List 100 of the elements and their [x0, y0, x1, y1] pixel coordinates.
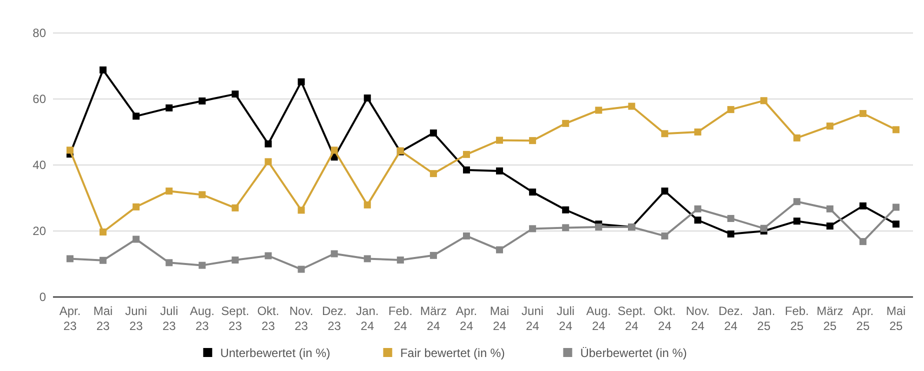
point [562, 224, 570, 232]
point [727, 214, 734, 222]
point [760, 224, 768, 232]
point [364, 201, 371, 208]
point [529, 225, 536, 232]
point [859, 110, 866, 118]
point [462, 166, 470, 174]
x-tick-label: März 25 [816, 304, 844, 333]
point [694, 216, 702, 224]
legend-label: Unterbewertet (in %) [220, 346, 330, 360]
point [298, 266, 305, 273]
point [298, 78, 305, 86]
x-tick-label: Okt. 24 [654, 304, 676, 333]
point [166, 259, 173, 266]
legend-label: Überbewertet (in %) [580, 346, 687, 360]
point [232, 90, 239, 98]
point [892, 126, 900, 134]
x-tick-label: Dez. 23 [322, 304, 347, 333]
point [232, 256, 239, 264]
point [330, 250, 338, 258]
legend-label: Fair bewertet (in %) [400, 346, 505, 360]
point [496, 167, 504, 174]
x-tick-label: Apr. 24 [456, 304, 478, 333]
point [198, 262, 206, 269]
point [661, 130, 668, 138]
point [859, 238, 866, 246]
point [826, 122, 834, 130]
point [694, 205, 702, 212]
point [396, 256, 404, 264]
point [529, 188, 536, 196]
y-tick-label: 40 [32, 158, 46, 172]
point [100, 66, 107, 74]
point [132, 112, 140, 120]
x-tick-label: Sept. 24 [618, 304, 646, 333]
x-tick-label: Mai 24 [490, 304, 510, 333]
y-tick-label: 0 [39, 290, 46, 304]
x-tick-label: Apr. 23 [59, 304, 81, 333]
point [430, 170, 437, 178]
x-tick-label: Nov. 23 [289, 304, 314, 333]
point [264, 140, 272, 148]
point [727, 230, 734, 238]
point [462, 150, 470, 158]
point [496, 246, 504, 254]
point [562, 206, 570, 214]
point [628, 102, 636, 110]
point [298, 206, 305, 214]
y-tick-label: 60 [32, 92, 46, 106]
x-tick-label: März 24 [420, 304, 447, 333]
x-tick-label: Juli 23 [160, 304, 178, 333]
point [100, 228, 107, 236]
point [264, 158, 272, 166]
x-tick-label: Apr. 25 [852, 304, 874, 333]
x-tick-label: Jan. 24 [356, 304, 379, 333]
point [859, 202, 866, 210]
point [330, 146, 338, 154]
x-tick-label: Juni 24 [522, 304, 544, 333]
x-tick-label: Okt. 23 [257, 304, 280, 333]
point [892, 220, 900, 228]
point [132, 236, 140, 243]
point [364, 255, 371, 262]
x-tick-label: Juni 23 [125, 304, 148, 333]
point [793, 198, 800, 206]
point [364, 94, 371, 102]
point [198, 97, 206, 104]
point [727, 106, 734, 114]
point [529, 137, 536, 144]
point [166, 188, 173, 195]
x-tick-label: Feb. 24 [388, 304, 412, 333]
point [793, 134, 800, 142]
point [462, 232, 470, 240]
y-tick-label: 80 [32, 26, 46, 40]
x-tick-label: Aug. 24 [586, 304, 611, 333]
x-tick-label: Dez. 24 [718, 304, 744, 333]
x-tick-label: Nov. 24 [686, 304, 710, 333]
point [892, 204, 900, 211]
point [661, 188, 668, 195]
point [66, 255, 74, 262]
point [694, 128, 702, 136]
point [166, 104, 173, 112]
x-tick-label: Jan. 25 [752, 304, 776, 333]
point [562, 120, 570, 127]
point [595, 224, 602, 231]
point [132, 203, 140, 210]
x-tick-label: Juli 24 [556, 304, 575, 333]
point [496, 136, 504, 144]
point [661, 232, 668, 240]
x-tick-label: Mai 23 [93, 304, 113, 333]
point [826, 222, 834, 230]
point [826, 205, 834, 212]
point [430, 129, 437, 136]
x-tick-label: Sept. 23 [221, 304, 250, 333]
x-tick-label: Feb. 25 [784, 304, 809, 333]
y-tick-label: 20 [32, 224, 46, 238]
point [198, 191, 206, 198]
point [232, 204, 239, 212]
x-tick-label: Aug. 23 [190, 304, 215, 333]
point [760, 97, 768, 104]
point [595, 106, 602, 114]
point [430, 252, 437, 259]
point [264, 252, 272, 260]
